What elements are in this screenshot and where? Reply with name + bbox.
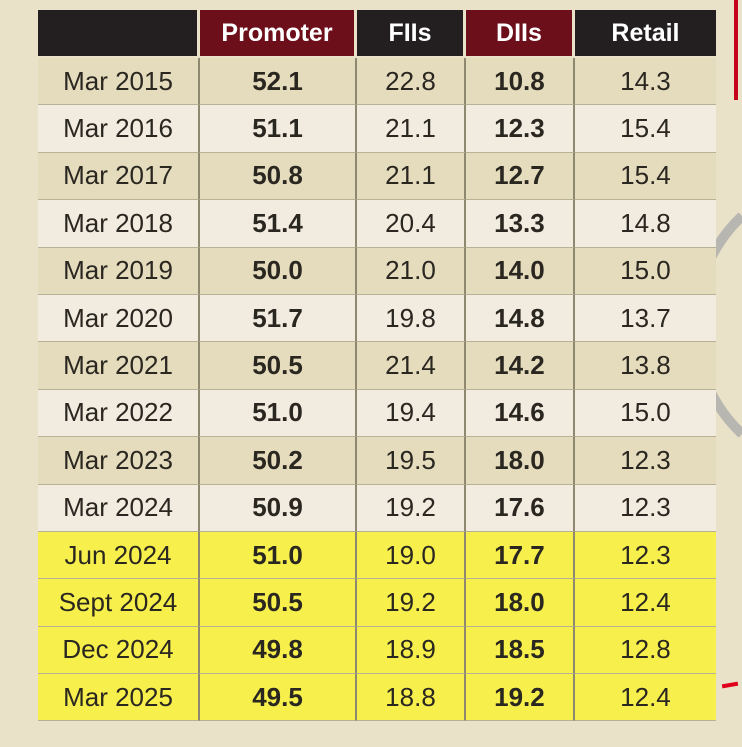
value-cell-fiis: 21.1 — [357, 152, 466, 201]
table-row: Mar 2021 50.5 21.4 14.2 13.8 — [38, 342, 716, 390]
period-cell: Mar 2024 — [38, 484, 200, 532]
table-row: Mar 2024 50.9 19.2 17.6 12.3 — [38, 484, 716, 532]
value-cell-promoter: 50.2 — [200, 437, 357, 485]
value-cell-diis: 14.2 — [465, 342, 575, 390]
period-cell: Mar 2016 — [38, 105, 200, 153]
value-cell-diis: 14.6 — [465, 389, 575, 438]
value-cell-retail: 12.4 — [574, 579, 716, 627]
value-cell-promoter: 51.0 — [200, 389, 357, 438]
value-cell-promoter: 50.5 — [200, 579, 357, 627]
header-row: Promoter FIIs DIIs Retail — [38, 10, 716, 58]
value-cell-fiis: 21.0 — [357, 247, 466, 295]
value-cell-diis: 17.6 — [465, 484, 575, 532]
table-row: Mar 2022 51.0 19.4 14.6 15.0 — [38, 389, 716, 438]
table-row: Mar 2018 51.4 20.4 13.3 14.8 — [38, 200, 716, 248]
period-cell: Mar 2019 — [38, 247, 200, 295]
decorative-red-arrow — [721, 681, 739, 689]
table-row: Mar 2017 50.8 21.1 12.7 15.4 — [38, 152, 716, 201]
value-cell-fiis: 21.4 — [357, 342, 466, 390]
decorative-red-bar — [734, 0, 738, 100]
value-cell-fiis: 19.5 — [357, 437, 466, 485]
table-row: Mar 2015 52.1 22.8 10.8 14.3 — [38, 58, 716, 106]
value-cell-promoter: 50.0 — [200, 247, 357, 295]
value-cell-fiis: 19.8 — [357, 294, 466, 343]
value-cell-promoter: 50.5 — [200, 342, 357, 390]
value-cell-promoter: 51.1 — [200, 105, 357, 153]
table-row: Mar 2016 51.1 21.1 12.3 15.4 — [38, 105, 716, 153]
column-header-promoter: Promoter — [200, 10, 357, 58]
value-cell-fiis: 19.2 — [357, 484, 466, 532]
value-cell-diis: 10.8 — [465, 58, 575, 106]
value-cell-promoter: 49.5 — [200, 674, 357, 722]
value-cell-fiis: 18.8 — [357, 674, 466, 722]
period-cell: Dec 2024 — [38, 626, 200, 675]
period-cell: Mar 2020 — [38, 294, 200, 343]
shareholding-table: Promoter FIIs DIIs Retail Mar 2015 52.1 22.8 1… — [38, 10, 716, 722]
value-cell-fiis: 19.4 — [357, 389, 466, 438]
period-cell: Mar 2015 — [38, 58, 200, 106]
column-header-retail: Retail — [574, 10, 716, 58]
table-row: Sept 2024 50.5 19.2 18.0 12.4 — [38, 579, 716, 627]
value-cell-fiis: 21.1 — [357, 105, 466, 153]
value-cell-retail: 12.4 — [574, 674, 716, 722]
column-header-fiis: FIIs — [357, 10, 466, 58]
value-cell-retail: 12.3 — [574, 437, 716, 485]
value-cell-retail: 14.3 — [574, 58, 716, 106]
value-cell-retail: 15.0 — [574, 389, 716, 438]
value-cell-fiis: 18.9 — [357, 626, 466, 675]
value-cell-retail: 15.4 — [574, 152, 716, 201]
value-cell-fiis: 19.0 — [357, 531, 466, 580]
table-row: Mar 2023 50.2 19.5 18.0 12.3 — [38, 437, 716, 485]
period-cell: Mar 2018 — [38, 200, 200, 248]
period-cell: Mar 2022 — [38, 389, 200, 438]
value-cell-promoter: 49.8 — [200, 626, 357, 675]
value-cell-retail: 13.8 — [574, 342, 716, 390]
decorative-arc — [712, 212, 742, 438]
value-cell-diis: 18.0 — [465, 437, 575, 485]
value-cell-fiis: 22.8 — [357, 58, 466, 106]
value-cell-diis: 18.5 — [465, 626, 575, 675]
value-cell-diis: 13.3 — [465, 200, 575, 248]
value-cell-promoter: 52.1 — [200, 58, 357, 106]
value-cell-fiis: 20.4 — [357, 200, 466, 248]
value-cell-promoter: 50.8 — [200, 152, 357, 201]
value-cell-promoter: 51.7 — [200, 294, 357, 343]
value-cell-promoter: 51.0 — [200, 531, 357, 580]
period-cell: Sept 2024 — [38, 579, 200, 627]
value-cell-promoter: 51.4 — [200, 200, 357, 248]
column-header-period — [38, 10, 200, 58]
value-cell-retail: 13.7 — [574, 294, 716, 343]
table-row: Jun 2024 51.0 19.0 17.7 12.3 — [38, 531, 716, 580]
table-row: Dec 2024 49.8 18.9 18.5 12.8 — [38, 626, 716, 675]
table-row: Mar 2025 49.5 18.8 19.2 12.4 — [38, 674, 716, 722]
value-cell-diis: 12.3 — [465, 105, 575, 153]
period-cell: Mar 2017 — [38, 152, 200, 201]
period-cell: Jun 2024 — [38, 531, 200, 580]
table-row: Mar 2020 51.7 19.8 14.8 13.7 — [38, 294, 716, 343]
value-cell-diis: 14.8 — [465, 294, 575, 343]
value-cell-promoter: 50.9 — [200, 484, 357, 532]
value-cell-diis: 18.0 — [465, 579, 575, 627]
period-cell: Mar 2023 — [38, 437, 200, 485]
value-cell-diis: 17.7 — [465, 531, 575, 580]
period-cell: Mar 2025 — [38, 674, 200, 722]
value-cell-retail: 15.0 — [574, 247, 716, 295]
value-cell-retail: 12.3 — [574, 531, 716, 580]
value-cell-diis: 12.7 — [465, 152, 575, 201]
value-cell-fiis: 19.2 — [357, 579, 466, 627]
column-header-diis: DIIs — [465, 10, 575, 58]
table-row: Mar 2019 50.0 21.0 14.0 15.0 — [38, 247, 716, 295]
value-cell-retail: 14.8 — [574, 200, 716, 248]
value-cell-retail: 12.3 — [574, 484, 716, 532]
value-cell-retail: 12.8 — [574, 626, 716, 675]
value-cell-retail: 15.4 — [574, 105, 716, 153]
period-cell: Mar 2021 — [38, 342, 200, 390]
value-cell-diis: 14.0 — [465, 247, 575, 295]
value-cell-diis: 19.2 — [465, 674, 575, 722]
